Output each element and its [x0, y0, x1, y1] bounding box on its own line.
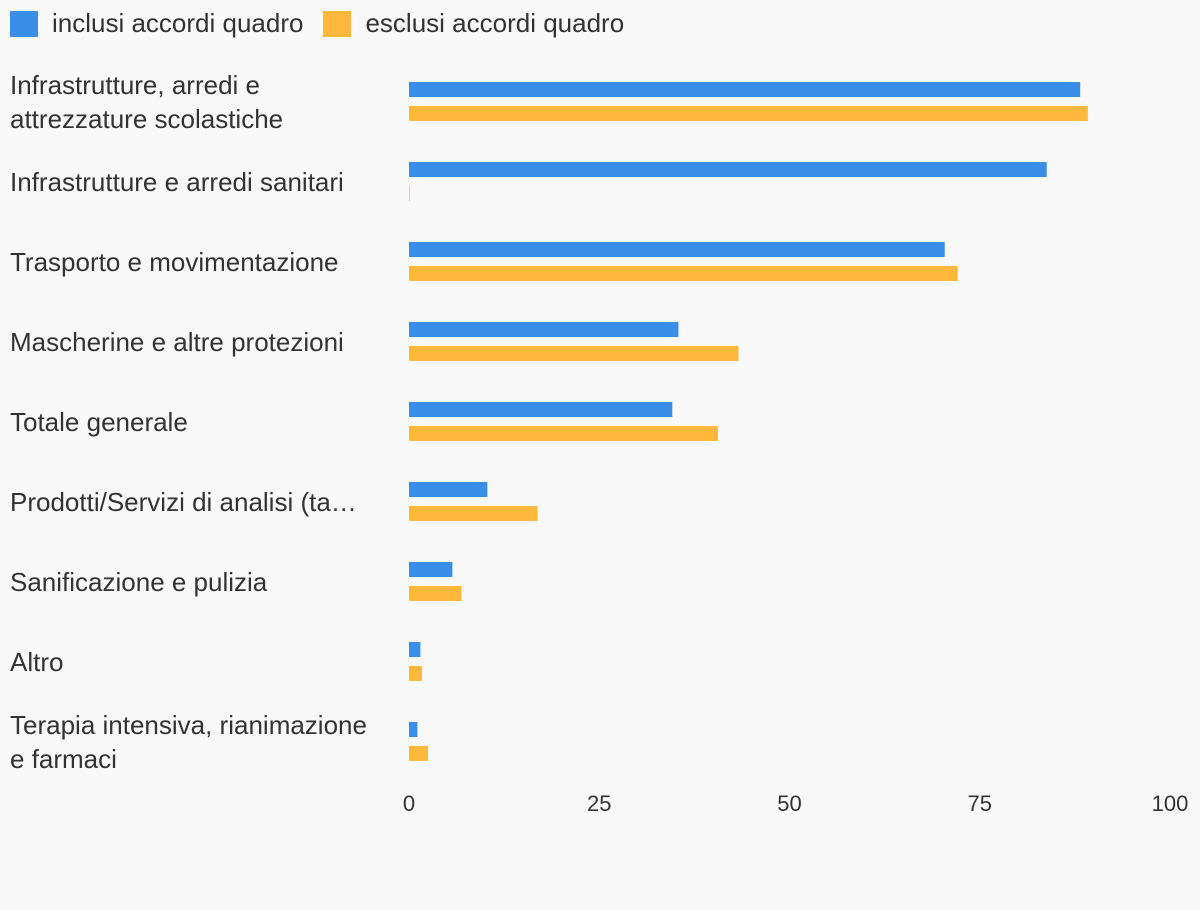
- bar-esclusi[interactable]: [409, 266, 958, 281]
- bar-inclusi[interactable]: [409, 482, 488, 497]
- bar-inclusi[interactable]: [409, 322, 679, 337]
- category-label: Sanificazione e pulizia: [10, 567, 268, 597]
- bar-inclusi[interactable]: [409, 82, 1081, 97]
- bar-esclusi[interactable]: [409, 346, 739, 361]
- bar-esclusi[interactable]: [409, 666, 422, 681]
- bar-esclusi[interactable]: [409, 426, 718, 441]
- bar-inclusi[interactable]: [409, 722, 418, 737]
- category-label-line: Altro: [10, 647, 63, 677]
- category-label: Infrastrutture e arredi sanitari: [10, 167, 344, 197]
- x-tick-label: 75: [968, 791, 992, 816]
- category-label-line: e farmaci: [10, 744, 117, 774]
- bar-inclusi[interactable]: [409, 642, 421, 657]
- category-label-line: Mascherine e altre protezioni: [10, 327, 344, 357]
- legend-swatch-esclusi: [323, 10, 352, 37]
- category-label: Trasporto e movimentazione: [10, 247, 339, 277]
- bar-esclusi[interactable]: [409, 506, 538, 521]
- bar-inclusi[interactable]: [409, 402, 673, 417]
- x-tick-label: 0: [403, 791, 415, 816]
- bar-inclusi[interactable]: [409, 562, 453, 577]
- bar-esclusi[interactable]: [409, 106, 1088, 121]
- legend: inclusi accordi quadro esclusi accordi q…: [10, 8, 644, 39]
- legend-item-inclusi[interactable]: inclusi accordi quadro: [10, 8, 303, 39]
- legend-label-esclusi: esclusi accordi quadro: [365, 8, 625, 38]
- category-label-line: Infrastrutture e arredi sanitari: [10, 167, 344, 197]
- bar-esclusi[interactable]: [409, 746, 429, 761]
- bar-esclusi[interactable]: [409, 186, 410, 201]
- category-label: Infrastrutture, arredi e attrezzature sco…: [10, 70, 283, 134]
- category-label: Mascherine e altre protezioni: [10, 327, 344, 357]
- category-label-line: Infrastrutture, arredi e: [10, 70, 260, 100]
- category-label: Altro: [10, 647, 63, 677]
- x-tick-label: 25: [587, 791, 611, 816]
- bar-inclusi[interactable]: [409, 242, 945, 257]
- category-label: Terapia intensiva, rianimazione e farmaci: [10, 710, 367, 774]
- category-label-line: attrezzature scolastiche: [10, 104, 283, 134]
- legend-item-esclusi[interactable]: esclusi accordi quadro: [323, 8, 624, 39]
- category-label-line: Totale generale: [10, 407, 188, 437]
- category-label-line: Terapia intensiva, rianimazione: [10, 710, 367, 740]
- category-label-line: Sanificazione e pulizia: [10, 567, 268, 597]
- legend-label-inclusi: inclusi accordi quadro: [52, 8, 304, 38]
- category-label: Prodotti/Servizi di analisi (ta…: [10, 487, 357, 517]
- legend-swatch-inclusi: [10, 10, 38, 37]
- x-tick-label: 100: [1152, 791, 1189, 816]
- category-label-line: Prodotti/Servizi di analisi (ta…: [10, 487, 357, 517]
- category-label-line: Trasporto e movimentazione: [10, 247, 339, 277]
- category-label: Totale generale: [10, 407, 188, 437]
- bar-esclusi[interactable]: [409, 586, 462, 601]
- x-tick-label: 50: [777, 791, 801, 816]
- bar-inclusi[interactable]: [409, 162, 1047, 177]
